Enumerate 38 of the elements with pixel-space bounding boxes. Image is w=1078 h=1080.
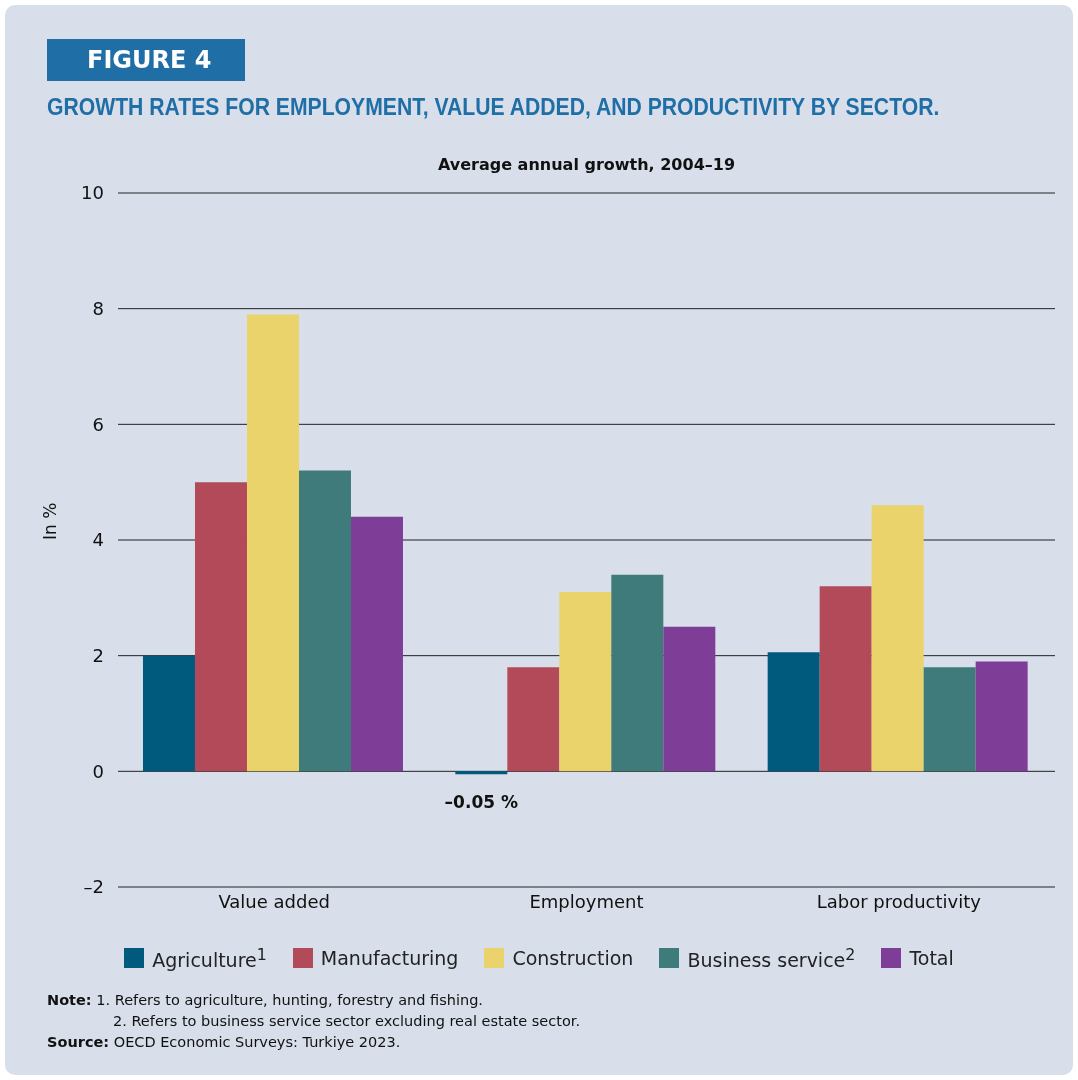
legend-label: Agriculture$^{1}$ [152, 945, 267, 972]
bar [663, 626, 716, 772]
chart-subtitle: Average annual growth, 2004–19 [436, 155, 737, 174]
y-tick-label: 4 [92, 529, 104, 551]
bar [975, 661, 1028, 772]
bar [142, 655, 195, 772]
text: Note: 1. Refers to agriculture, hunting, forestry and fishing. [47, 992, 483, 1008]
x-tick-label: Labor productivity [816, 890, 982, 912]
bar [350, 516, 403, 772]
y-tick-label: 6 [92, 413, 104, 435]
x-tick-label: Value added [218, 890, 330, 912]
text: 2. Refers to business service sector excluding real estate sector. [112, 1012, 581, 1031]
legend-label: Business service$^{2}$ [687, 945, 856, 972]
bar [194, 482, 247, 772]
x-tick-label: Employment [529, 890, 644, 912]
bar [611, 574, 664, 772]
y-tick-label: 10 [81, 182, 104, 204]
bar [871, 505, 924, 772]
legend-label: Total [909, 947, 954, 970]
bar [298, 470, 351, 772]
y-tick-label: 8 [92, 298, 104, 320]
bar [559, 592, 612, 772]
bar [923, 667, 976, 772]
data-label: –0.05 % [444, 792, 519, 813]
bar [507, 667, 560, 772]
chart-title: GROWTH RATES FOR EMPLOYMENT, VALUE ADDED, AND PRODUCTIVITY BY SECTOR. [47, 94, 940, 121]
legend-label: Construction [512, 947, 634, 970]
y-tick-label: 0 [92, 760, 104, 782]
caption: FIGURE 4 [47, 39, 245, 81]
bar [819, 586, 872, 772]
bar [246, 314, 299, 772]
bar [455, 771, 508, 775]
y-tick-label: 2 [92, 645, 104, 667]
y-axis-title: In % [40, 502, 61, 540]
y-tick-label: –2 [83, 876, 104, 898]
legend-label: Manufacturing [320, 947, 459, 970]
source-note: Source: OECD Economic Surveys: Turkiye 2023. [47, 1034, 401, 1050]
bar [767, 652, 820, 772]
